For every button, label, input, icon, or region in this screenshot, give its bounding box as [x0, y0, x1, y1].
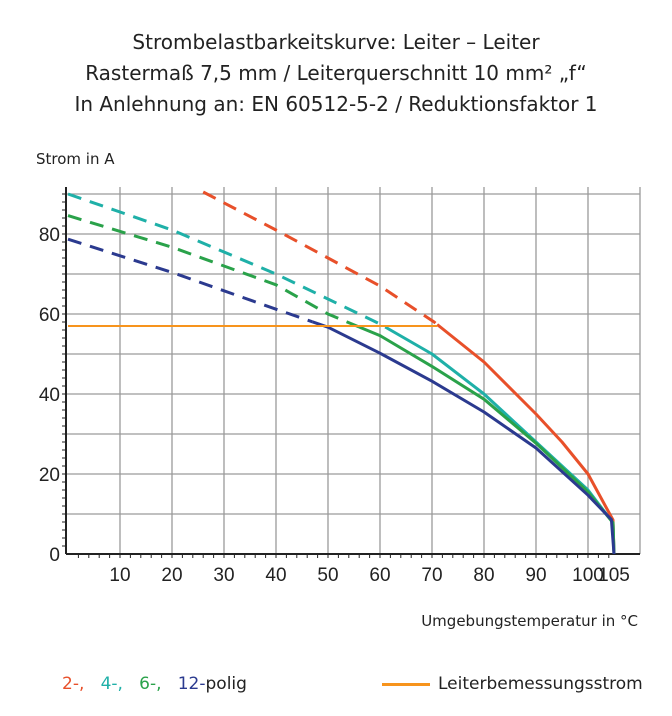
- x-tick-label: 40: [265, 565, 286, 586]
- x-tick-label: 105: [598, 565, 630, 586]
- x-tick-label: 10: [109, 565, 130, 586]
- x-tick-label: 70: [421, 565, 442, 586]
- y-tick-label: 80: [39, 225, 60, 246]
- y-axis-label: Strom in A: [36, 150, 115, 168]
- y-tick-label: 40: [39, 385, 60, 406]
- x-tick-label: 100: [572, 565, 604, 586]
- legend-12: 12-: [177, 674, 206, 694]
- y-tick-label: 0: [49, 545, 60, 566]
- series-6-dashed: [67, 214, 360, 329]
- curves: [67, 190, 616, 554]
- legend-2: 2-,: [62, 674, 96, 694]
- x-axis-label: Umgebungstemperatur in °C: [421, 612, 638, 630]
- series-2-dashed: [202, 190, 439, 326]
- x-tick-label: 80: [473, 565, 494, 586]
- series-2-solid: [436, 323, 616, 554]
- legend-6: 6-,: [139, 674, 173, 694]
- legend-4: 4-,: [100, 674, 134, 694]
- legend-suffix: polig: [205, 674, 247, 694]
- chart-title-line-3: In Anlehnung an: EN 60512-5-2 / Reduktio…: [74, 92, 598, 116]
- series-4-solid: [384, 325, 616, 554]
- y-tick-label: 60: [39, 305, 60, 326]
- x-tick-label: 30: [213, 565, 234, 586]
- reference-legend-label: Leiterbemessungsstrom: [438, 674, 643, 694]
- series-4-dashed: [67, 192, 386, 329]
- reference-legend-swatch: [382, 682, 430, 686]
- x-tick-label: 60: [369, 565, 390, 586]
- x-tick-label: 90: [525, 565, 546, 586]
- series-12-dashed: [67, 237, 313, 324]
- y-tick-label: 20: [39, 465, 60, 486]
- series-legend: 2-, 4-, 6-, 12-polig: [62, 674, 247, 694]
- chart-title-line-1: Strombelastbarkeitskurve: Leiter – Leite…: [132, 30, 540, 54]
- series-12-solid: [311, 320, 616, 554]
- reference-legend: Leiterbemessungsstrom: [382, 674, 643, 694]
- x-tick-label: 50: [317, 565, 338, 586]
- chart-title-line-2: Rastermaß 7,5 mm / Leiterquerschnitt 10 …: [85, 61, 587, 85]
- x-tick-label: 20: [161, 565, 182, 586]
